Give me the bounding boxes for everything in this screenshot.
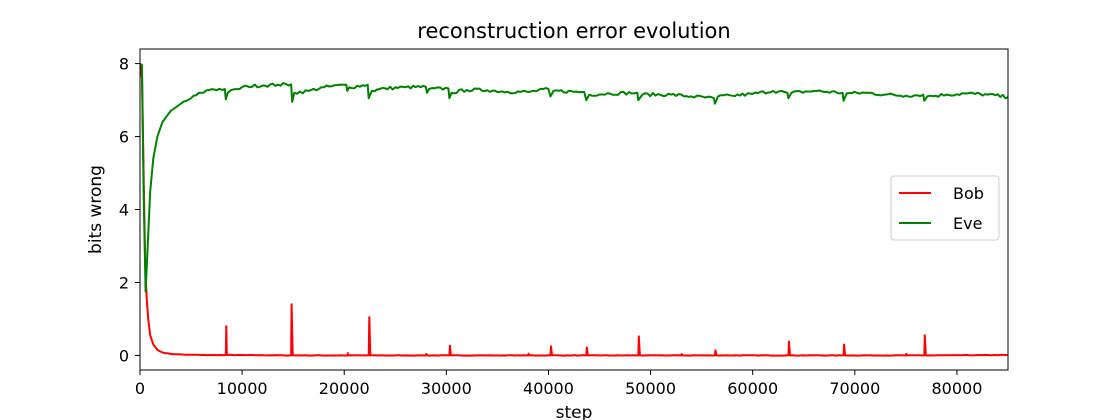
x-tick-label: 20000 <box>319 379 370 398</box>
x-tick-label: 50000 <box>625 379 676 398</box>
y-tick-label: 8 <box>119 55 129 74</box>
y-tick-label: 0 <box>119 346 129 365</box>
plot-frame <box>139 48 1009 371</box>
x-tick-label: 70000 <box>829 379 880 398</box>
series-layer <box>140 62 1008 357</box>
x-tick-label: 60000 <box>727 379 778 398</box>
series-line-eve <box>140 62 1008 293</box>
y-tick-label: 2 <box>119 273 129 292</box>
y-tick-label: 6 <box>119 128 129 147</box>
x-tick-label: 40000 <box>523 379 574 398</box>
legend-label-eve: Eve <box>953 214 982 233</box>
x-tick-label: 80000 <box>931 379 982 398</box>
legend-label-bob: Bob <box>953 184 984 203</box>
x-tick-label: 30000 <box>421 379 472 398</box>
legend: Bob Eve <box>890 175 1000 241</box>
chart-title: reconstruction error evolution <box>417 19 730 43</box>
y-axis-label: bits wrong <box>86 165 106 254</box>
ticks-layer: 0 10000 20000 30000 40000 50000 60000 70000 8000… <box>119 55 983 398</box>
x-tick-label: 0 <box>135 379 145 398</box>
x-tick-label: 10000 <box>217 379 268 398</box>
series-line-bob <box>140 63 1008 357</box>
x-axis-label: step <box>556 403 593 420</box>
y-tick-label: 4 <box>119 201 129 220</box>
